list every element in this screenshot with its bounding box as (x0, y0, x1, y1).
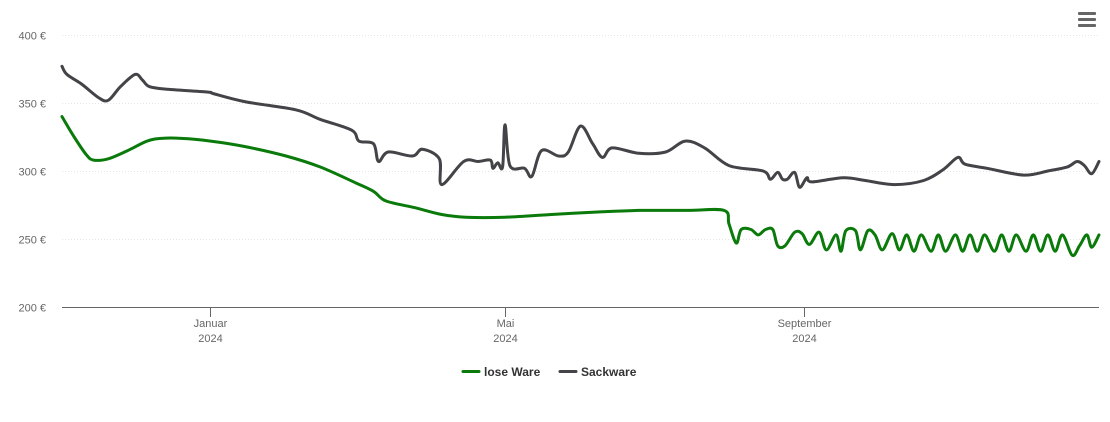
menu-bar-icon (1078, 18, 1096, 21)
x-tick-label: September (778, 318, 832, 330)
x-tick-year-label: 2024 (198, 333, 222, 345)
menu-bar-icon (1078, 24, 1096, 27)
series-line-lose-ware[interactable] (60, 115, 1101, 258)
y-tick-label: 350 € (18, 99, 46, 111)
grid-lines (62, 35, 1099, 240)
x-tick-year-label: 2024 (792, 333, 816, 345)
legend-label: Sackware (581, 365, 637, 379)
y-tick-label: 400 € (18, 31, 46, 43)
legend-label: lose Ware (484, 365, 541, 379)
x-tick-label: Januar (194, 318, 228, 330)
legend: lose Ware Sackware (461, 365, 637, 379)
series-layer (60, 64, 1101, 258)
menu-bar-icon (1078, 12, 1096, 15)
x-axis: Januar 2024 Mai 2024 September 2024 (194, 307, 832, 345)
chart-menu-button[interactable] (1078, 12, 1096, 28)
x-tick-label: Mai (497, 318, 515, 330)
y-tick-label: 200 € (18, 303, 46, 315)
series-line-sackware[interactable] (60, 64, 1101, 189)
y-tick-label: 300 € (18, 167, 46, 179)
y-axis: 200 € 250 € 300 € 350 € 400 € (18, 31, 46, 315)
y-tick-label: 250 € (18, 235, 46, 247)
legend-item-lose-ware[interactable]: lose Ware (461, 365, 541, 379)
legend-item-sackware[interactable]: Sackware (558, 365, 637, 379)
x-tick-year-label: 2024 (493, 333, 517, 345)
